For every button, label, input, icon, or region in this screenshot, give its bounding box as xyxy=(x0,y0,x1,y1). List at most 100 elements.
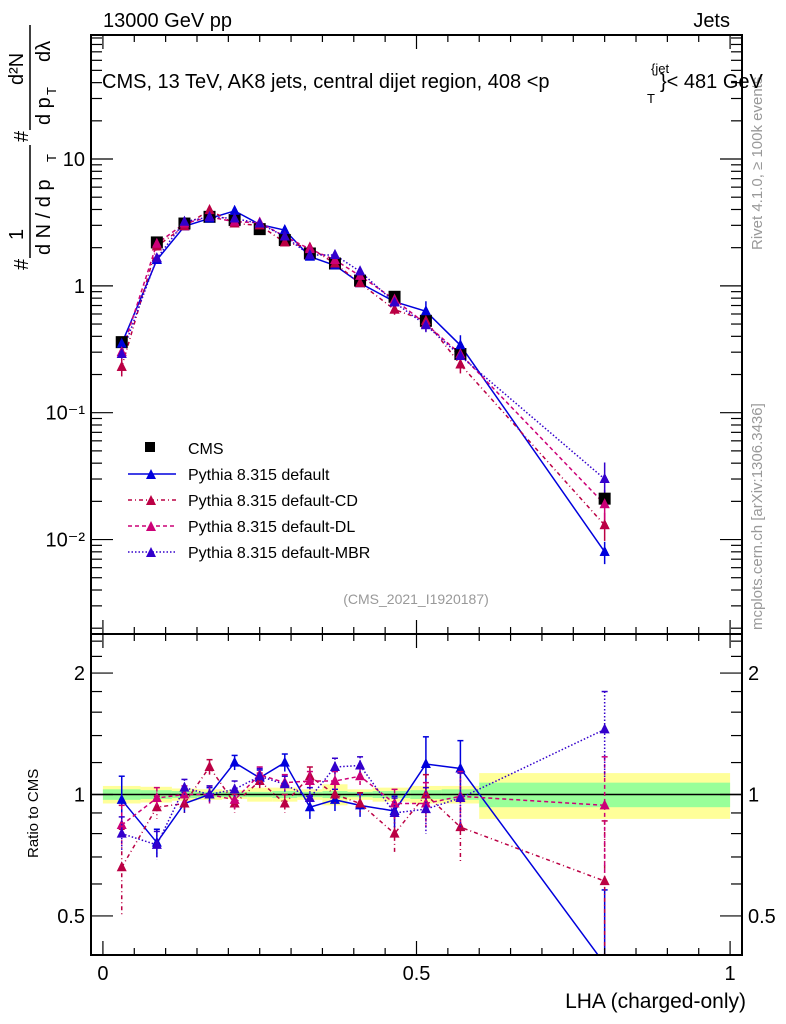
legend-item-default: Pythia 8.315 default xyxy=(128,467,330,484)
legend-label-dl: Pythia 8.315 default-DL xyxy=(188,519,355,536)
legend-label-default: Pythia 8.315 default xyxy=(188,467,330,484)
legend-label-cd: Pythia 8.315 default-CD xyxy=(188,493,358,510)
data-point-triangle xyxy=(599,723,610,734)
data-point-triangle xyxy=(455,792,466,803)
data-point-triangle xyxy=(254,217,265,228)
data-point-triangle xyxy=(329,760,340,771)
legend-label-mbr: Pythia 8.315 default-MBR xyxy=(188,545,370,562)
data-point-triangle xyxy=(229,756,240,767)
data-point-triangle xyxy=(304,249,315,260)
main-series-cms xyxy=(115,204,611,556)
data-point-triangle xyxy=(279,756,290,767)
data-point-triangle xyxy=(204,788,215,799)
legend-item-cd: Pythia 8.315 default-CD xyxy=(128,493,358,510)
main-y-axis-label: # 1 d N / d p T # d²N d p T dλ xyxy=(6,25,59,270)
legend-triangle-marker-icon xyxy=(146,521,156,531)
legend-triangle-marker-icon xyxy=(146,469,156,479)
data-point-triangle xyxy=(229,204,240,215)
data-point-triangle xyxy=(455,339,466,350)
data-point-triangle xyxy=(329,775,340,786)
series-line xyxy=(121,761,599,955)
ylabel-dN: d N / d p xyxy=(33,179,55,255)
data-point-triangle xyxy=(151,838,162,849)
legend-item-mbr: Pythia 8.315 default-MBR xyxy=(128,545,370,562)
data-point-triangle xyxy=(151,252,162,263)
data-point-triangle xyxy=(151,801,162,812)
y-tick-label: 10⁻² xyxy=(46,530,86,552)
data-point-triangle xyxy=(279,236,290,247)
x-tick-label: 1 xyxy=(725,963,736,985)
data-point-triangle xyxy=(279,778,290,789)
main-series-4 xyxy=(116,210,610,503)
data-point-triangle xyxy=(229,793,240,804)
data-point-triangle xyxy=(304,775,315,786)
data-point-triangle xyxy=(599,498,610,509)
title-sub: T xyxy=(647,91,655,106)
x-tick-label: 0 xyxy=(97,963,108,985)
data-point-triangle xyxy=(420,305,431,316)
y-tick-label: 10⁻¹ xyxy=(46,403,86,425)
ylabel-T1: T xyxy=(44,154,59,162)
ratio-y-tick-label: 2 xyxy=(74,663,85,685)
data-point-triangle xyxy=(116,861,127,872)
data-point-triangle xyxy=(229,783,240,794)
main-series-2 xyxy=(116,204,610,541)
x-axis-label: LHA (charged-only) xyxy=(565,990,746,1013)
ylabel-dlambda: dλ xyxy=(33,41,55,62)
legend: CMS Pythia 8.315 default Pythia 8.315 de… xyxy=(128,441,370,562)
title-post: }< 481 GeV xyxy=(660,71,764,93)
data-point-triangle xyxy=(420,319,431,330)
ratio-y-tick-label-right: 0.5 xyxy=(748,906,776,928)
rivet-label: Rivet 4.1.0, ≥ 100k events xyxy=(749,77,766,250)
data-point-triangle xyxy=(599,799,610,810)
legend-label-cms: CMS xyxy=(188,441,224,458)
legend-item-dl: Pythia 8.315 default-DL xyxy=(128,519,355,536)
data-point-triangle xyxy=(179,215,190,226)
legend-item-cms: CMS xyxy=(145,441,224,458)
data-point-triangle xyxy=(151,237,162,248)
header-left: 13000 GeV pp xyxy=(103,10,232,32)
ylabel-den: d p xyxy=(33,97,55,125)
series-line xyxy=(121,216,606,505)
ylabel-one: 1 xyxy=(6,229,28,240)
data-point-triangle xyxy=(389,296,400,307)
data-point-triangle xyxy=(389,806,400,817)
data-point-triangle xyxy=(304,792,315,803)
plot-title: CMS, 13 TeV, AK8 jets, central dijet reg… xyxy=(102,61,764,106)
data-point-triangle xyxy=(389,827,400,838)
ylabel-T2: T xyxy=(44,87,59,95)
data-point-triangle xyxy=(355,265,366,276)
mcplots-label: mcplots.cern.ch [arXiv:1306.3436] xyxy=(749,403,766,630)
ylabel-hash-2: # xyxy=(11,130,33,142)
ratio-uncertainty-bands xyxy=(91,773,742,819)
data-point-triangle xyxy=(204,760,215,771)
legend-triangle-marker-icon xyxy=(146,547,156,557)
series-line xyxy=(121,728,605,846)
data-point-triangle xyxy=(116,348,127,359)
header-right: Jets xyxy=(693,10,730,32)
ratio-series-3 xyxy=(116,690,610,860)
data-point-triangle xyxy=(355,770,366,781)
data-point-triangle xyxy=(151,792,162,803)
data-point-triangle xyxy=(304,243,315,254)
data-point-triangle xyxy=(204,204,215,215)
data-point-triangle xyxy=(279,230,290,241)
analysis-id-label: (CMS_2021_I1920187) xyxy=(343,591,489,607)
x-tick-label: 0.5 xyxy=(403,963,431,985)
data-point-triangle xyxy=(116,827,127,838)
data-point-triangle xyxy=(279,224,290,235)
y-tick-label: 10 xyxy=(63,149,85,171)
data-point-triangle xyxy=(455,358,466,369)
data-point-triangle xyxy=(229,212,240,223)
y-tick-label: 1 xyxy=(74,276,85,298)
ratio-y-tick-label-right: 2 xyxy=(748,663,759,685)
data-point-triangle xyxy=(116,360,127,371)
legend-triangle-marker-icon xyxy=(146,495,156,505)
data-point-triangle xyxy=(599,473,610,484)
data-point-triangle xyxy=(420,803,431,814)
data-point-triangle xyxy=(329,788,340,799)
main-series-1 xyxy=(116,204,610,565)
data-point-triangle xyxy=(599,875,610,886)
data-point-triangle xyxy=(179,781,190,792)
